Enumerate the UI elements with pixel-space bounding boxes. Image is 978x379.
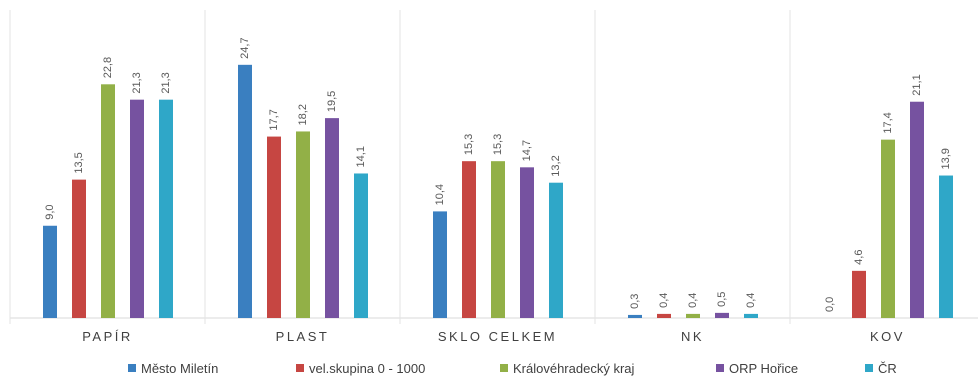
legend-item: Město Miletín: [128, 361, 218, 376]
bar-4-1: [628, 314, 642, 318]
data-label: 19,5: [326, 91, 338, 112]
legend-label: Královéhradecký kraj: [513, 361, 634, 376]
data-label: 14,1: [355, 146, 367, 167]
data-label: 0,0: [824, 297, 836, 312]
category-label: NK: [681, 329, 704, 344]
data-label: 0,4: [658, 293, 670, 308]
legend-swatch: [500, 364, 508, 372]
bar-3-2: [462, 161, 476, 318]
bar-2-2: [267, 136, 281, 318]
data-label: 0,4: [745, 293, 757, 308]
legend-item: ČR: [865, 361, 897, 376]
bar-5-5: [939, 175, 953, 318]
data-label: 17,7: [268, 109, 280, 130]
bar-1-4: [130, 99, 144, 318]
bar-3-3: [491, 161, 505, 318]
data-label: 13,9: [940, 148, 952, 169]
data-label: 0,4: [687, 293, 699, 308]
bar-2-3: [296, 131, 310, 318]
data-label: 21,3: [131, 72, 143, 93]
data-labels: 9,0 13,5 22,8 21,3 21,3 24,7 17,7 18,2 19,5 14,1 1…: [44, 37, 952, 312]
data-label: 15,3: [463, 134, 475, 155]
data-label: 13,2: [550, 155, 562, 176]
legend-swatch: [716, 364, 724, 372]
category-label: PLAST: [276, 329, 330, 344]
legend-item: vel.skupina 0 - 1000: [296, 361, 425, 376]
data-label: 9,0: [44, 204, 56, 219]
bar-5-4: [910, 101, 924, 318]
legend-swatch: [128, 364, 136, 372]
legend-label: Město Miletín: [141, 361, 218, 376]
legend-label: ČR: [878, 361, 897, 376]
data-label: 15,3: [492, 134, 504, 155]
data-label: 4,6: [853, 250, 865, 265]
bar-1-2: [72, 179, 86, 318]
data-label: 17,4: [882, 112, 894, 133]
legend-label: vel.skupina 0 - 1000: [309, 361, 425, 376]
bar-1-3: [101, 84, 115, 318]
data-label: 10,4: [434, 184, 446, 205]
data-label: 22,8: [102, 57, 114, 78]
category-label: KOV: [870, 329, 905, 344]
data-label: 21,3: [160, 72, 172, 93]
category-label: PAPÍR: [82, 329, 133, 344]
bar-4-3: [686, 313, 700, 318]
bar-2-1: [238, 64, 252, 318]
legend-label: ORP Hořice: [729, 361, 798, 376]
data-label: 14,7: [521, 140, 533, 161]
bar-4-2: [657, 313, 671, 318]
legend-swatch: [865, 364, 873, 372]
bar-4-5: [744, 313, 758, 318]
data-label: 13,5: [73, 152, 85, 173]
data-label: 21,1: [911, 74, 923, 95]
legend-swatch: [296, 364, 304, 372]
data-label: 0,5: [716, 292, 728, 307]
data-label: 0,3: [629, 294, 641, 309]
bar-3-1: [433, 211, 447, 318]
bar-3-5: [549, 182, 563, 318]
bar-5-2: [852, 270, 866, 318]
legend-item: Královéhradecký kraj: [500, 361, 634, 376]
bar-3-4: [520, 167, 534, 318]
bar-1-1: [43, 225, 57, 318]
data-label: 24,7: [239, 37, 251, 58]
data-label: 18,2: [297, 104, 309, 125]
bar-2-5: [354, 173, 368, 318]
bar-2-4: [325, 118, 339, 318]
legend: Město Miletín vel.skupina 0 - 1000 Králové…: [128, 361, 897, 376]
bar-marks: [43, 64, 953, 318]
legend-item: ORP Hořice: [716, 361, 798, 376]
bar-4-4: [715, 312, 729, 318]
category-label: SKLO CELKEM: [438, 329, 557, 344]
bar-5-3: [881, 139, 895, 318]
category-labels: PAPÍR PLAST SKLO CELKEM NK KOV: [82, 329, 905, 344]
bar-1-5: [159, 99, 173, 318]
